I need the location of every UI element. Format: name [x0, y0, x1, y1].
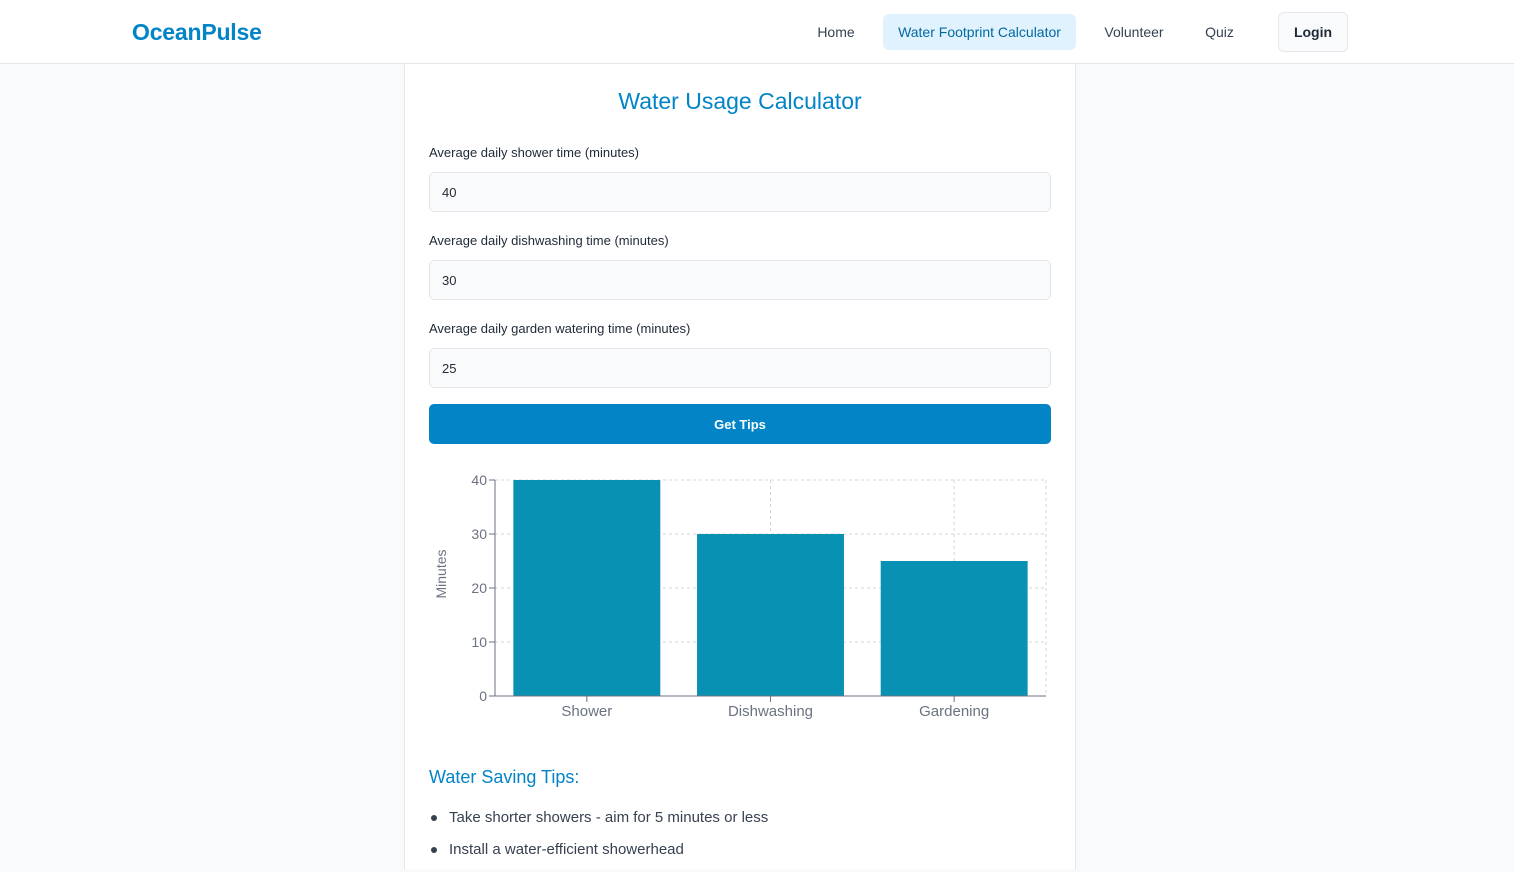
x-tick-label: Shower [561, 703, 612, 720]
calculator-card: Water Usage Calculator Average daily sho… [404, 64, 1076, 869]
bar-dishwashing [697, 534, 844, 696]
bar-chart-svg: 0 10 20 30 40 Shower Dishwashing Gardening Minut… [433, 472, 1047, 720]
bar-gardening [880, 561, 1028, 696]
bar-shower [513, 480, 661, 696]
garden-watering-time-label: Average daily garden watering time (minu… [429, 321, 691, 336]
nav-home[interactable]: Home [817, 24, 855, 40]
tip-text: Install a water-efficient showerhead [449, 841, 684, 858]
tip-item: Take shorter showers - aim for 5 minutes… [429, 808, 768, 840]
nav-quiz[interactable]: Quiz [1205, 24, 1234, 40]
x-tick-label: Dishwashing [728, 703, 813, 720]
tip-text: Take shorter showers - aim for 5 minutes… [449, 809, 769, 826]
dishwashing-time-input[interactable] [429, 260, 1051, 300]
tips-list: Take shorter showers - aim for 5 minutes… [429, 808, 768, 872]
shower-time-label: Average daily shower time (minutes) [429, 145, 640, 160]
y-tick-label: 20 [471, 580, 487, 596]
nav-volunteer[interactable]: Volunteer [1104, 24, 1164, 40]
nav-water-footprint-calculator[interactable]: Water Footprint Calculator [883, 14, 1076, 50]
x-tick-label: Gardening [919, 703, 989, 720]
login-button[interactable]: Login [1278, 12, 1348, 52]
bullet-icon [431, 847, 437, 853]
water-usage-chart: 0 10 20 30 40 Shower Dishwashing Gardening Minut… [429, 466, 1051, 736]
page-title: Water Usage Calculator [618, 88, 862, 114]
tip-item: Install a water-efficient showerhead [429, 840, 768, 872]
garden-watering-time-input[interactable] [429, 348, 1051, 388]
brand-logo[interactable]: OceanPulse [132, 19, 262, 45]
tips-heading: Water Saving Tips: [429, 767, 580, 787]
y-tick-label: 30 [471, 526, 487, 542]
y-tick-label: 10 [471, 634, 487, 650]
top-navigation-bar: OceanPulse Home Water Footprint Calculat… [0, 0, 1514, 64]
y-axis-label: Minutes [433, 549, 449, 598]
y-tick-label: 40 [471, 472, 487, 488]
shower-time-input[interactable] [429, 172, 1051, 212]
bullet-icon [431, 815, 437, 821]
get-tips-button[interactable]: Get Tips [429, 404, 1051, 444]
y-tick-label: 0 [479, 688, 487, 704]
dishwashing-time-label: Average daily dishwashing time (minutes) [429, 233, 669, 248]
